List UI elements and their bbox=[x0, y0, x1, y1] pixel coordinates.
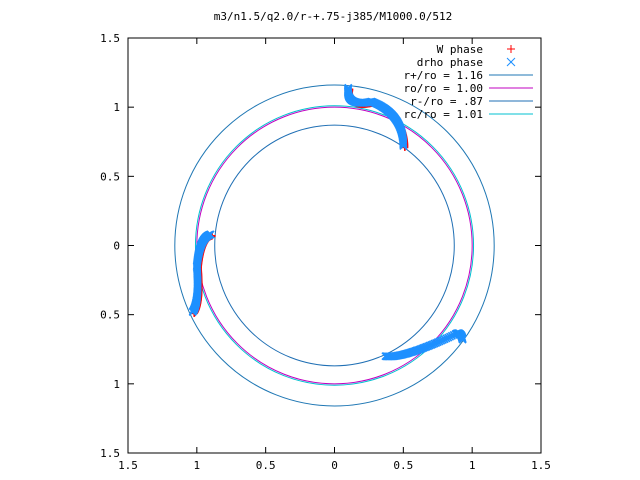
points-layer bbox=[188, 83, 467, 361]
legend-label: ro/ro = 1.00 bbox=[404, 82, 483, 95]
y-tick-label: 0.5 bbox=[100, 309, 120, 322]
marker-stroke bbox=[399, 141, 408, 150]
drho-phase-point bbox=[399, 140, 408, 149]
legend-label: drho phase bbox=[417, 56, 483, 69]
legend-label: rc/ro = 1.01 bbox=[404, 108, 483, 121]
drho-phase-point bbox=[458, 335, 467, 344]
legend-label: W phase bbox=[437, 43, 483, 56]
x-tick-label: 1.5 bbox=[118, 459, 138, 472]
y-tick-label: 0.5 bbox=[100, 170, 120, 183]
marker-stroke bbox=[399, 140, 408, 149]
legend-label: r+/ro = 1.16 bbox=[404, 69, 483, 82]
x-tick-label: 1.5 bbox=[531, 459, 551, 472]
legend-label: r-/ro = .87 bbox=[410, 95, 483, 108]
legend-marker bbox=[506, 57, 516, 67]
chart-title: m3/n1.5/q2.0/r-+.75-j385/M1000.0/512 bbox=[214, 10, 452, 23]
x-tick-label: 1 bbox=[194, 459, 201, 472]
x-tick-label: 0.5 bbox=[256, 459, 276, 472]
marker-stroke bbox=[458, 335, 467, 344]
x-tick-label: 0.5 bbox=[393, 459, 413, 472]
marker-stroke bbox=[206, 230, 215, 239]
circle-series bbox=[214, 124, 455, 367]
circle-series bbox=[174, 84, 495, 407]
y-tick-label: 0 bbox=[113, 240, 120, 253]
y-tick-label: 1 bbox=[113, 378, 120, 391]
drho-phase-point bbox=[206, 230, 215, 239]
x-tick-label: 0 bbox=[331, 459, 338, 472]
x-tick-label: 1 bbox=[469, 459, 476, 472]
y-tick-label: 1 bbox=[113, 101, 120, 114]
y-tick-label: 1.5 bbox=[100, 447, 120, 460]
plot-frame bbox=[127, 37, 542, 454]
circle-series bbox=[194, 105, 475, 386]
drho-phase-point bbox=[399, 141, 408, 150]
y-tick-label: 1.5 bbox=[100, 32, 120, 45]
